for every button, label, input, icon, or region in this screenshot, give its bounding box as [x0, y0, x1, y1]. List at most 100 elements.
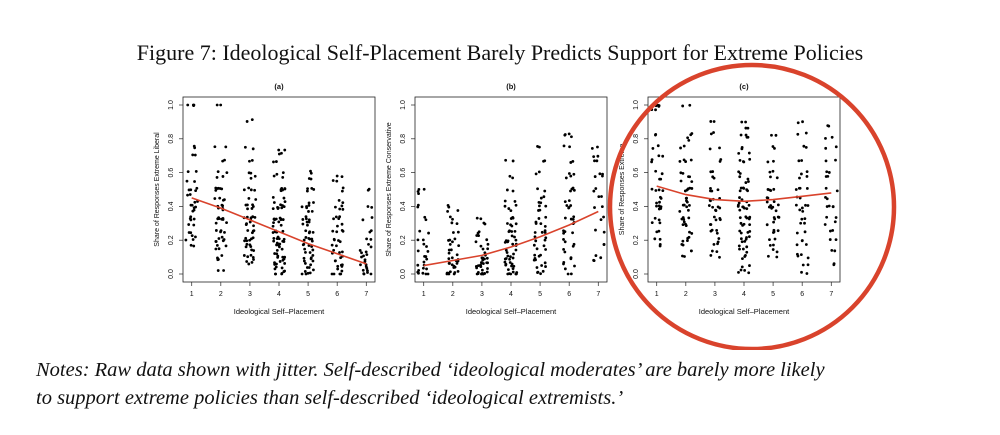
data-point	[568, 145, 571, 149]
data-point	[417, 192, 420, 196]
y-tick-label: 1.0	[400, 100, 407, 110]
data-point	[806, 256, 810, 260]
data-point	[504, 248, 508, 252]
data-point	[307, 177, 311, 180]
data-point	[450, 256, 454, 260]
data-point	[748, 215, 752, 219]
data-point	[801, 263, 805, 267]
data-point	[307, 201, 311, 205]
data-point	[417, 268, 421, 272]
data-point	[562, 238, 565, 241]
data-point	[365, 266, 369, 270]
data-point	[302, 259, 306, 263]
data-point	[543, 189, 547, 193]
data-point	[280, 272, 284, 275]
data-point	[686, 187, 690, 191]
data-point	[775, 255, 779, 259]
data-point	[710, 189, 714, 193]
data-point	[250, 118, 254, 121]
data-point	[249, 253, 253, 257]
data-point	[366, 271, 369, 274]
data-point	[739, 231, 743, 235]
data-point	[771, 248, 775, 251]
data-point	[340, 222, 344, 226]
data-point	[277, 237, 281, 241]
data-point	[504, 263, 508, 267]
data-point	[572, 172, 576, 176]
data-point	[602, 243, 606, 246]
data-point	[508, 261, 512, 264]
data-point	[247, 171, 251, 175]
data-point	[339, 256, 343, 260]
data-point	[189, 188, 193, 192]
data-point	[340, 269, 344, 273]
data-point	[596, 145, 599, 149]
data-point	[421, 271, 425, 275]
data-point	[563, 230, 567, 233]
data-point	[369, 238, 373, 241]
data-point	[806, 263, 810, 267]
data-point	[509, 209, 513, 213]
data-point	[475, 266, 479, 270]
data-point	[510, 234, 514, 238]
data-point	[659, 177, 663, 181]
data-point	[185, 179, 189, 183]
data-point	[678, 160, 682, 163]
data-point	[274, 272, 277, 276]
data-point	[194, 170, 198, 173]
x-axis-label: Ideological Self–Placement	[699, 307, 790, 316]
data-point	[567, 206, 571, 210]
data-point	[192, 206, 196, 210]
data-point	[738, 172, 742, 175]
data-point	[275, 160, 278, 163]
data-point	[718, 146, 721, 150]
data-point	[278, 260, 282, 263]
data-point	[826, 124, 830, 127]
data-point	[251, 205, 255, 208]
data-point	[245, 260, 249, 263]
data-point	[540, 264, 544, 267]
data-point	[223, 198, 226, 202]
data-point	[306, 223, 309, 227]
data-point	[505, 251, 509, 254]
data-point	[486, 261, 489, 265]
data-point	[276, 207, 280, 210]
data-point	[254, 198, 258, 201]
data-point	[250, 207, 254, 210]
data-point	[506, 240, 510, 244]
data-point	[688, 103, 692, 107]
data-point	[219, 103, 223, 107]
data-point	[453, 237, 457, 241]
data-point	[451, 240, 454, 244]
data-point	[685, 205, 689, 209]
x-tick-label: 2	[451, 291, 455, 298]
data-point	[246, 229, 250, 232]
data-point	[193, 180, 196, 183]
data-point	[195, 186, 199, 190]
data-point	[252, 224, 255, 228]
data-point	[796, 132, 800, 136]
data-point	[221, 204, 225, 208]
data-point	[658, 237, 662, 241]
y-tick-label: 0.6	[633, 168, 640, 178]
data-point	[659, 197, 663, 200]
data-point	[221, 175, 225, 178]
x-tick-label: 4	[509, 291, 513, 298]
data-point	[340, 204, 344, 208]
data-point	[800, 217, 804, 221]
data-point	[301, 243, 305, 247]
data-point	[592, 155, 596, 159]
data-point	[252, 258, 255, 261]
y-tick-label: 0.2	[633, 235, 640, 245]
data-point	[358, 249, 362, 252]
data-point	[340, 228, 344, 232]
data-point	[194, 235, 197, 239]
data-point	[194, 189, 198, 193]
data-point	[593, 175, 597, 178]
data-point	[748, 157, 752, 161]
data-point	[543, 261, 547, 265]
data-point	[737, 201, 741, 205]
y-tick-label: 0.8	[168, 134, 175, 144]
data-point	[193, 200, 197, 204]
data-point	[331, 179, 335, 182]
